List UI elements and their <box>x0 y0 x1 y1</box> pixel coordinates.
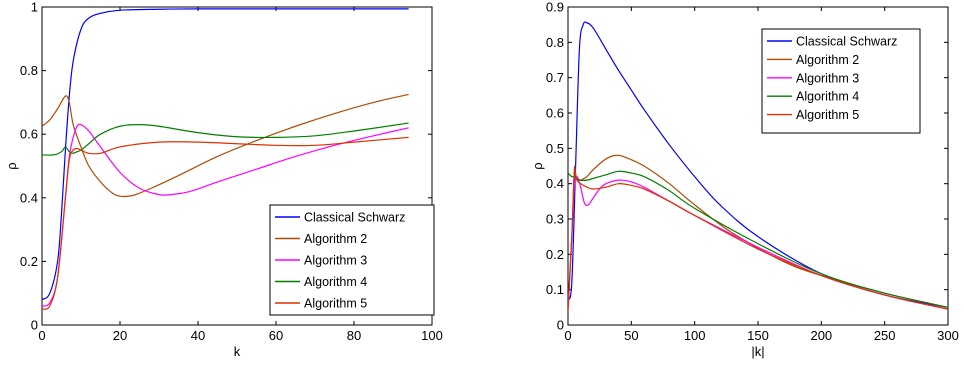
series-line-5 <box>42 136 409 310</box>
legend: Classical Schwarz Algorithm 2 Algorithm 3 A… <box>761 28 921 134</box>
series-line-2 <box>568 154 948 308</box>
y-tick-label: 0.4 <box>546 176 564 191</box>
y-tick-label: 0.8 <box>20 63 38 78</box>
series-line-4 <box>568 170 948 308</box>
legend-label-5: Algorithm 5 <box>304 297 367 311</box>
x-tick-label: 200 <box>810 328 832 343</box>
x-tick-label: 300 <box>937 328 959 343</box>
series-line-4 <box>42 122 409 156</box>
series-line-1 <box>42 8 409 301</box>
x-tick-label: 20 <box>113 328 127 343</box>
legend-label-2: Algorithm 2 <box>796 53 859 67</box>
y-tick-label: 0.1 <box>546 282 564 297</box>
legend-label-1: Classical Schwarz <box>304 211 405 225</box>
legend-label-3: Algorithm 3 <box>304 254 367 268</box>
x-tick-label: 0 <box>564 328 571 343</box>
legend-box <box>761 28 921 134</box>
legend-label-2: Algorithm 2 <box>304 232 367 246</box>
x-tick-label: 60 <box>269 328 283 343</box>
x-tick-label: 40 <box>191 328 205 343</box>
chart-panel-1: 0 20 40 60 80 100 0 0.2 0.4 0.6 0.8 1 k ρ Classical Sc… <box>4 0 443 359</box>
x-axis-label: |k| <box>751 344 764 359</box>
x-tick-label: 80 <box>347 328 361 343</box>
series-line-1 <box>568 21 948 308</box>
y-tick-label: 0.7 <box>546 70 564 85</box>
series-group <box>568 21 948 311</box>
legend-label-1: Classical Schwarz <box>796 35 897 49</box>
series-line-5 <box>568 169 948 311</box>
y-tick-label: 0.4 <box>20 190 38 205</box>
y-tick-label: 1 <box>31 0 38 15</box>
y-tick-label: 0.9 <box>546 0 564 15</box>
legend-label-4: Algorithm 4 <box>796 90 859 104</box>
y-tick-label: 0.3 <box>546 212 564 227</box>
x-tick-label: 150 <box>747 328 769 343</box>
x-tick-label: 0 <box>38 328 45 343</box>
y-tick-label: 0.8 <box>546 35 564 50</box>
series-group <box>42 8 409 310</box>
y-tick-label: 0.2 <box>20 254 38 269</box>
y-tick-label: 0.5 <box>546 141 564 156</box>
legend: Classical Schwarz Algorithm 2 Algorithm 3 A… <box>269 204 435 316</box>
y-tick-label: 0.6 <box>546 106 564 121</box>
series-line-3 <box>568 175 948 311</box>
legend-label-4: Algorithm 4 <box>304 275 367 289</box>
legend-label-5: Algorithm 5 <box>796 108 859 122</box>
y-tick-label: 0.6 <box>20 127 38 142</box>
x-tick-label: 50 <box>624 328 638 343</box>
legend-label-3: Algorithm 3 <box>796 71 859 85</box>
y-tick-label: 0.2 <box>546 247 564 262</box>
y-axis-label: ρ <box>530 162 545 169</box>
series-line-2 <box>42 93 409 198</box>
chart-panel-2: 0 50 100 150 200 250 300 0 0.1 0.2 0.3 0.4 0.5 0.6 0.7… <box>530 0 959 359</box>
x-tick-label: 250 <box>874 328 896 343</box>
x-axis-label: k <box>234 344 241 359</box>
y-axis-label: ρ <box>4 162 19 169</box>
y-tick-label: 0 <box>557 318 564 333</box>
plot-frame <box>41 6 433 326</box>
y-tick-label: 0 <box>31 318 38 333</box>
x-tick-label: 100 <box>684 328 706 343</box>
x-tick-label: 100 <box>421 328 443 343</box>
